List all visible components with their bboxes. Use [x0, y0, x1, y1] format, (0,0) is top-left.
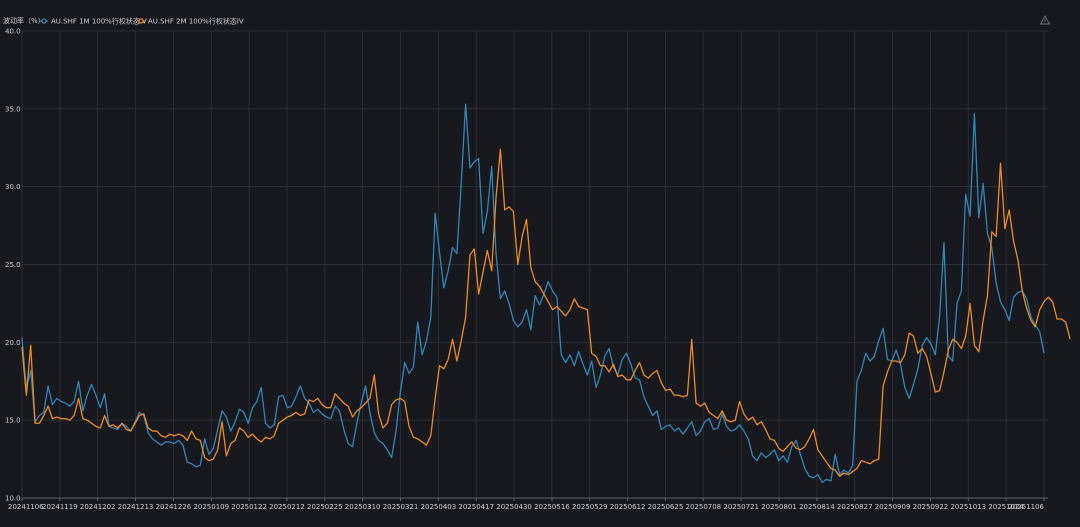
y-axis-label: 波动率（%） [3, 16, 45, 25]
x-tick-label: 20250827 [837, 503, 873, 511]
x-tick-label: 20250909 [875, 503, 911, 511]
y-tick-label: 20.0 [5, 339, 21, 347]
x-tick-label: 20250225 [307, 503, 343, 511]
x-tick-label: 20250321 [383, 503, 419, 511]
y-tick-labels: 10.0 15.0 20.0 25.0 30.0 35.0 40.0 [5, 28, 21, 503]
series-line-1m[interactable] [21, 103, 1045, 484]
legend-swatch-dot [138, 18, 144, 24]
x-tick-label: 20250109 [193, 503, 229, 511]
x-tick-label: 20241106 [8, 503, 44, 511]
x-tick-label: 20241202 [80, 503, 116, 511]
y-tick-label: 40.0 [5, 28, 21, 36]
x-tick-label: 20250417 [458, 503, 494, 511]
y-tick-label: 35.0 [5, 105, 21, 113]
legend-item-2m[interactable]: AU.SHF 2M 100%行权状态IV [137, 17, 244, 26]
x-tick-label: 20250708 [686, 503, 722, 511]
x-tick-label: 20251013 [950, 503, 986, 511]
legend-label-2m: AU.SHF 2M 100%行权状态IV [148, 17, 244, 26]
x-tick-label: 20250430 [496, 503, 532, 511]
x-tick-label: 20250122 [231, 503, 267, 511]
y-tick-label: 30.0 [5, 183, 21, 191]
y-tick-label: 15.0 [5, 417, 21, 425]
x-tick-label: 20250212 [269, 503, 305, 511]
x-tick-label: 20250612 [610, 503, 646, 511]
x-tick-label: 20250922 [913, 503, 949, 511]
x-tick-label: 20250310 [345, 503, 381, 511]
x-tick-label: 20251024 [988, 503, 1024, 511]
x-tick-label: 20250625 [648, 503, 684, 511]
x-tick-label: 20250403 [421, 503, 457, 511]
grid [21, 30, 1048, 501]
series-line-2m[interactable] [21, 148, 1071, 477]
legend-item-1m[interactable]: AU.SHF 1M 100%行权状态IV [40, 17, 147, 26]
y-tick-label: 25.0 [5, 261, 21, 269]
warning-icon[interactable] [1039, 15, 1051, 25]
series-lines [21, 103, 1071, 484]
x-tick-label: 20250814 [799, 503, 835, 511]
legend[interactable]: AU.SHF 1M 100%行权状态IV AU.SHF 2M 100%行权状态I… [40, 17, 244, 26]
y-tick-label: 10.0 [5, 495, 21, 503]
x-tick-label: 20241226 [156, 503, 192, 511]
x-tick-label: 20251106 [1008, 503, 1044, 511]
x-tick-label: 20241213 [118, 503, 154, 511]
x-tick-label: 20250516 [534, 503, 570, 511]
x-tick-label: 20250801 [761, 503, 797, 511]
x-tick-label: 20250529 [572, 503, 608, 511]
x-tick-label: 20241119 [42, 503, 78, 511]
x-tick-label: 20250721 [723, 503, 759, 511]
legend-swatch-dot [41, 18, 47, 24]
legend-label-1m: AU.SHF 1M 100%行权状态IV [51, 17, 147, 26]
